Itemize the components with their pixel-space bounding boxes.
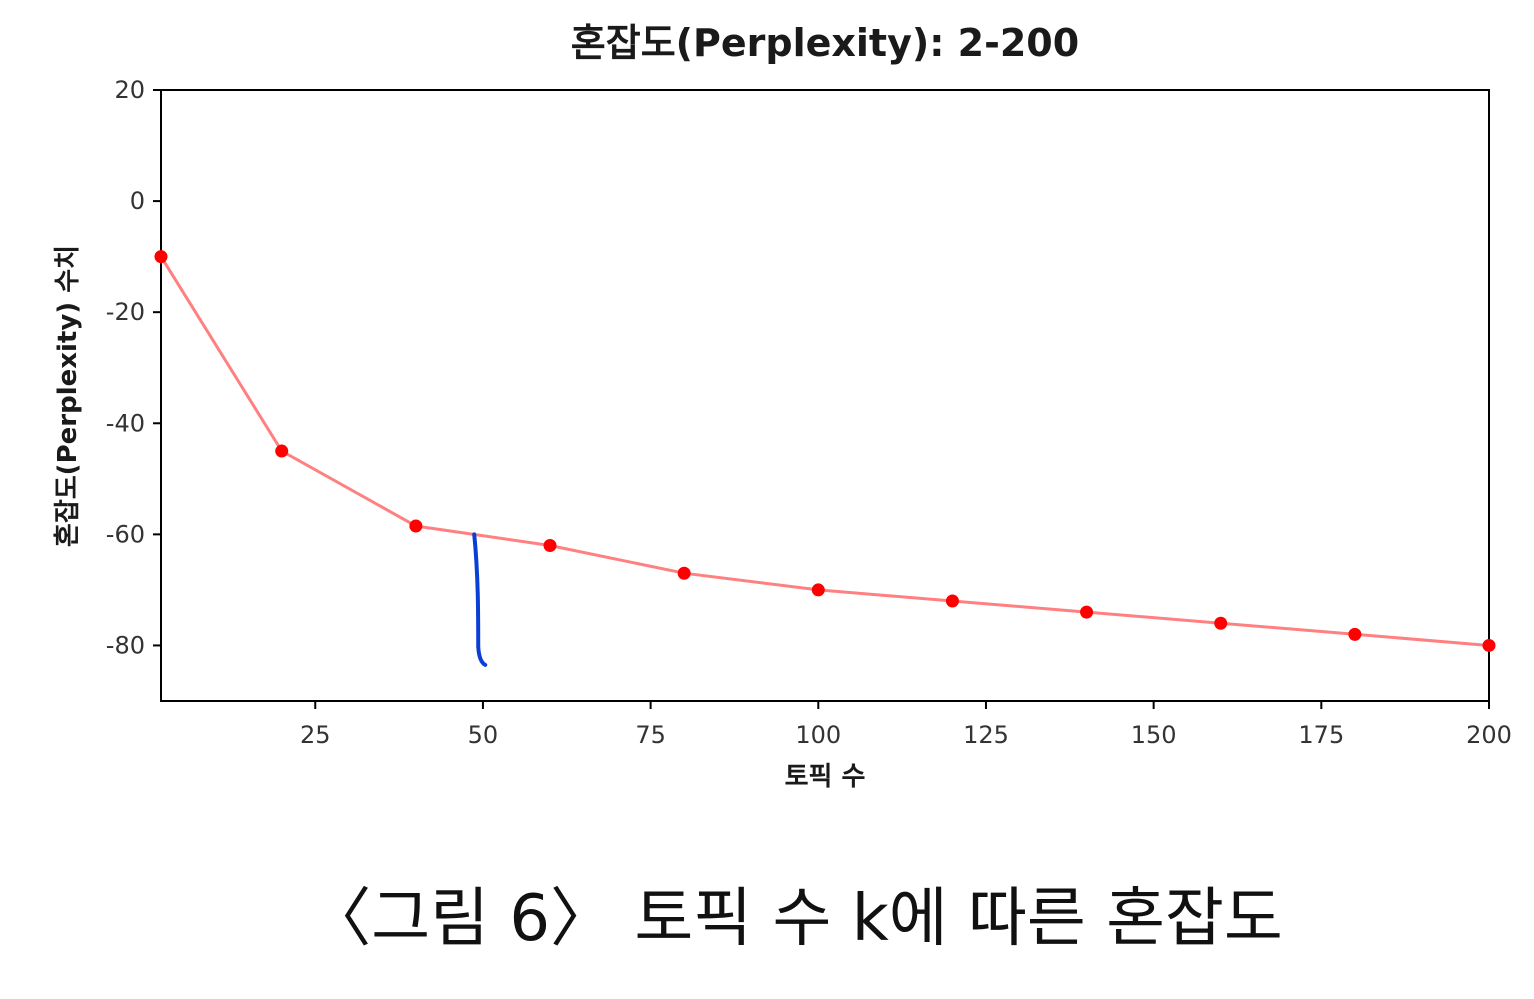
data-point	[154, 250, 168, 264]
data-point	[677, 566, 691, 580]
data-point	[945, 594, 959, 608]
data-point	[1482, 638, 1496, 652]
x-tick-label: 175	[1298, 721, 1344, 749]
y-axis-label: 혼잡도(Perplexity) 수치	[53, 245, 83, 547]
x-tick-label: 75	[635, 721, 666, 749]
y-tick-label: -40	[106, 409, 145, 437]
x-tick-label: 25	[300, 721, 331, 749]
data-point	[409, 519, 423, 533]
plot-area-frame	[160, 89, 1490, 702]
y-tick-label: -60	[106, 520, 145, 548]
figure-caption: 〈그림 6〉 토픽 수 k에 따른 혼잡도	[307, 882, 1283, 956]
data-point	[1214, 616, 1228, 630]
data-point	[1080, 605, 1094, 619]
x-axis-ticks: 25 50 75 100 125 150 175 200	[300, 701, 1512, 749]
hand-drawn-annotation	[472, 532, 488, 667]
y-tick-label: -20	[106, 298, 145, 326]
x-tick-label: 50	[468, 721, 499, 749]
x-tick-label: 150	[1131, 721, 1177, 749]
data-point	[543, 538, 557, 552]
y-tick-label: -80	[106, 631, 145, 659]
data-point	[275, 444, 289, 458]
x-tick-label: 100	[795, 721, 841, 749]
y-axis-ticks: 20 0 -20 -40 -60 -80	[106, 76, 161, 659]
x-tick-label: 125	[963, 721, 1009, 749]
y-tick-label: 20	[114, 76, 145, 104]
x-tick-label: 200	[1466, 721, 1512, 749]
series-points	[154, 250, 1496, 652]
chart-title: 혼잡도(Perplexity): 2-200	[571, 21, 1079, 65]
y-tick-label: 0	[130, 187, 145, 215]
data-point	[1348, 627, 1362, 641]
data-point	[811, 583, 825, 597]
x-axis-label: 토픽 수	[785, 762, 866, 792]
